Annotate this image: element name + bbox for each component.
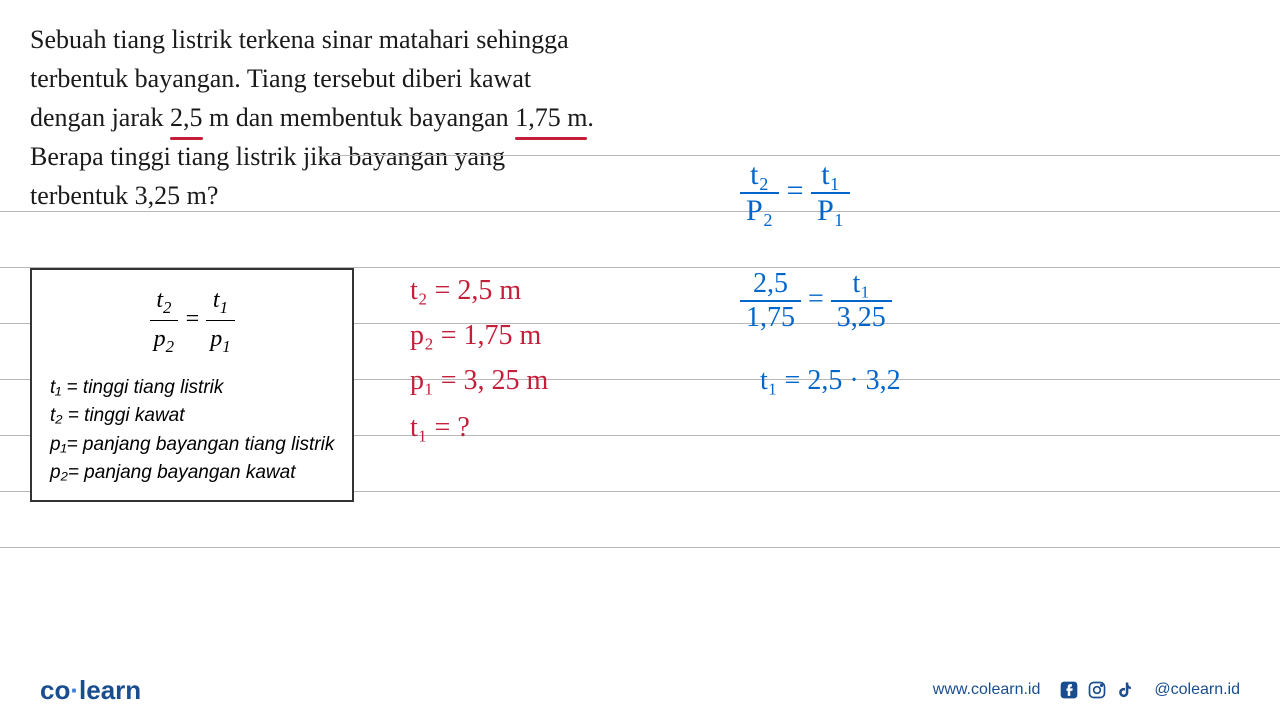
problem-line3-mid: m dan membentuk bayangan xyxy=(209,103,509,132)
formula-t1-sub: 1 xyxy=(220,298,228,317)
handwritten-eq3: t₁ = 2,5 · 3,2 xyxy=(760,365,901,397)
hw-eq2-eq: = xyxy=(808,283,831,314)
handwritten-eq2: 2,5 1,75 = t₁ 3,25 xyxy=(740,268,892,334)
handwritten-given-t1: t₁ = ? xyxy=(410,412,470,444)
legend-t2-var: t₂ xyxy=(50,405,63,426)
formula-t2-sub: 2 xyxy=(163,298,171,317)
logo-learn: learn xyxy=(79,675,141,705)
logo-dot: · xyxy=(70,675,79,705)
footer-right: www.colearn.id @colearn.id xyxy=(933,679,1240,701)
hw-eq1-den-l: P₂ xyxy=(740,194,779,228)
problem-line2: terbentuk bayangan. Tiang tersebut diber… xyxy=(30,64,531,93)
formula-p2-sub: 2 xyxy=(166,337,174,356)
website-url: www.colearn.id xyxy=(933,681,1041,699)
legend-t2-text: = tinggi kawat xyxy=(63,405,185,426)
legend-t1-text: = tinggi tiang listrik xyxy=(61,377,223,398)
problem-line1: Sebuah tiang listrik terkena sinar matah… xyxy=(30,25,569,54)
formula-p2: p xyxy=(154,326,166,352)
legend-p1-var: p₁ xyxy=(50,434,67,455)
social-handle: @colearn.id xyxy=(1154,681,1240,699)
legend-p1: p₁= panjang bayangan tiang listrik xyxy=(50,431,334,460)
formula-equation: t2 p2 = t1 p1 xyxy=(50,282,334,359)
facebook-icon xyxy=(1058,679,1080,701)
underline-value-2: 1,75 m xyxy=(515,98,587,137)
legend-t1-var: t₁ xyxy=(50,377,61,398)
legend-p2: p₂= panjang bayangan kawat xyxy=(50,459,334,488)
problem-line3-pre: dengan jarak xyxy=(30,103,164,132)
legend-t2: t₂ = tinggi kawat xyxy=(50,402,334,431)
problem-line3-post: . xyxy=(587,103,594,132)
handwritten-given-t2: t₂ = 2,5 m xyxy=(410,275,521,307)
legend-t1: t₁ = tinggi tiang listrik xyxy=(50,374,334,403)
hw-eq1-num-l: t₂ xyxy=(740,158,779,194)
handwritten-eq1: t₂ P₂ = t₁ P₁ xyxy=(740,158,850,228)
formula-box: t2 p2 = t1 p1 t₁ = tinggi tiang listrik … xyxy=(30,268,354,502)
logo: co·learn xyxy=(40,675,141,706)
hw-eq2-den-r: 3,25 xyxy=(831,302,892,334)
instagram-icon xyxy=(1086,679,1108,701)
footer: co·learn www.colearn.id @colearn.id xyxy=(0,660,1280,720)
hw-eq1-num-r: t₁ xyxy=(811,158,850,194)
logo-co: co xyxy=(40,675,70,705)
hw-eq2-num-r: t₁ xyxy=(831,268,892,302)
hw-eq1-eq: = xyxy=(787,174,811,207)
formula-t2: t xyxy=(156,287,163,313)
underline-value-1: 2,5 xyxy=(170,98,203,137)
formula-t1: t xyxy=(213,287,220,313)
legend-p1-text: = panjang bayangan tiang listrik xyxy=(67,434,335,455)
hw-eq2-num-l: 2,5 xyxy=(740,268,801,302)
hw-eq2-den-l: 1,75 xyxy=(740,302,801,334)
formula-p1: p xyxy=(210,326,222,352)
formula-eq-sign: = xyxy=(184,306,206,332)
formula-p1-sub: 1 xyxy=(222,337,230,356)
tiktok-icon xyxy=(1114,679,1136,701)
handwritten-given-p2: p₂ = 1,75 m xyxy=(410,320,541,352)
hw-eq1-den-r: P₁ xyxy=(811,194,850,228)
social-icons xyxy=(1058,679,1136,701)
legend-p2-var: p₂ xyxy=(50,462,68,483)
handwritten-given-p1: p₁ = 3, 25 m xyxy=(410,365,548,397)
legend-p2-text: = panjang bayangan kawat xyxy=(68,462,296,483)
